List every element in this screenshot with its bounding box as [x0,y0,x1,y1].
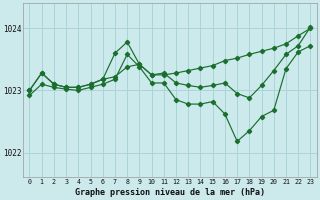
X-axis label: Graphe pression niveau de la mer (hPa): Graphe pression niveau de la mer (hPa) [75,188,265,197]
